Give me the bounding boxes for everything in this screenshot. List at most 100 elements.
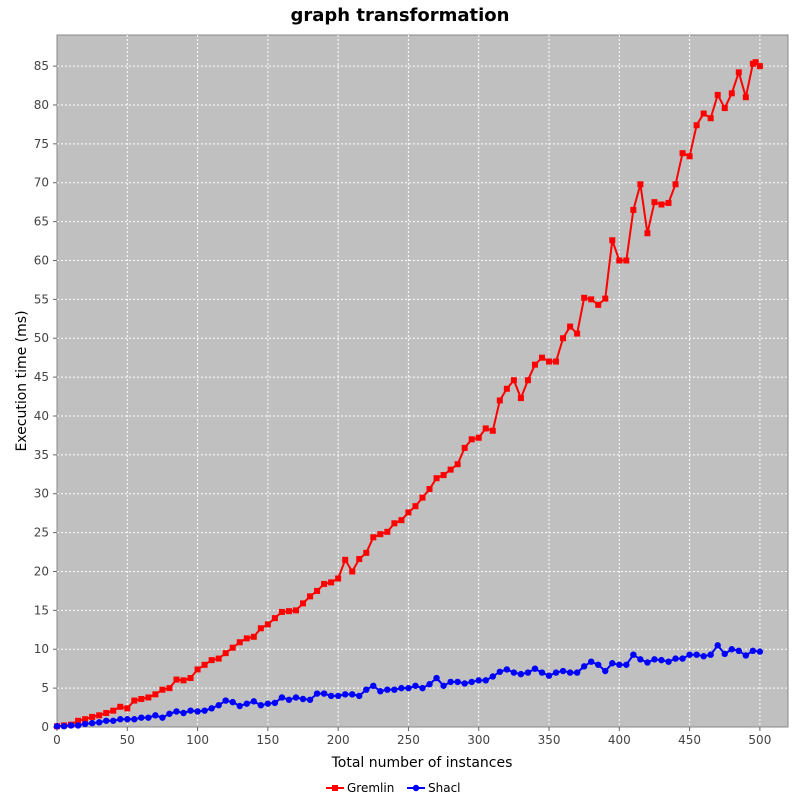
data-point-shacl <box>503 666 511 673</box>
y-tick-label: 30 <box>34 487 49 501</box>
y-tick-label: 65 <box>34 215 49 229</box>
data-point-shacl <box>728 646 735 653</box>
data-point-shacl <box>573 669 581 676</box>
data-point-gremlin <box>194 666 201 673</box>
data-point-shacl <box>152 712 159 719</box>
data-point-shacl <box>257 702 265 709</box>
data-point-gremlin <box>503 385 510 392</box>
data-point-shacl <box>623 661 630 668</box>
data-point-shacl <box>356 692 363 700</box>
legend-marker-shacl <box>412 784 420 792</box>
data-point-shacl <box>651 656 658 663</box>
data-point-gremlin <box>567 323 574 330</box>
data-point-gremlin <box>110 707 117 714</box>
data-point-shacl <box>215 702 222 709</box>
data-point-gremlin <box>370 534 377 541</box>
data-point-shacl <box>222 697 229 704</box>
data-point-gremlin <box>735 69 742 76</box>
data-point-shacl <box>580 663 588 670</box>
data-point-shacl <box>602 667 609 675</box>
data-point-gremlin <box>609 237 616 244</box>
data-point-gremlin <box>700 110 707 117</box>
data-point-shacl <box>644 659 651 666</box>
data-point-shacl <box>117 716 124 723</box>
data-point-shacl <box>426 681 433 688</box>
data-point-shacl <box>243 700 250 707</box>
data-point-shacl <box>658 656 665 664</box>
data-point-shacl <box>679 655 686 662</box>
legend-label-shacl: Shacl <box>428 781 461 795</box>
data-point-gremlin <box>271 615 278 622</box>
y-tick-label: 20 <box>34 564 49 578</box>
y-axis-label: Execution time (ms) <box>14 310 30 451</box>
y-tick-label: 50 <box>34 331 49 345</box>
series-layer <box>53 59 764 730</box>
data-point-gremlin <box>201 661 208 668</box>
data-point-gremlin <box>531 361 538 368</box>
data-point-shacl <box>173 708 180 715</box>
data-point-shacl <box>103 717 110 724</box>
data-point-gremlin <box>461 444 468 451</box>
data-point-gremlin <box>602 295 609 302</box>
data-point-shacl <box>742 652 750 659</box>
data-point-gremlin <box>264 621 271 628</box>
data-point-gremlin <box>314 587 321 594</box>
data-point-gremlin <box>752 59 759 66</box>
data-point-shacl <box>327 692 335 700</box>
legend: Gremlin Shacl <box>326 781 461 795</box>
data-point-gremlin <box>257 625 264 632</box>
data-point-gremlin <box>328 579 335 586</box>
data-point-shacl <box>489 673 496 680</box>
data-point-shacl <box>454 678 461 686</box>
data-point-gremlin <box>405 509 412 516</box>
data-point-gremlin <box>103 710 110 717</box>
data-point-gremlin <box>131 697 138 704</box>
x-tick-label: 350 <box>538 733 561 747</box>
legend-label-gremlin: Gremlin <box>347 781 394 795</box>
y-tick-label: 10 <box>34 642 49 656</box>
data-point-gremlin <box>560 335 567 342</box>
data-point-shacl <box>145 714 152 721</box>
data-point-shacl <box>433 674 440 682</box>
x-axis-label: Total number of instances <box>331 755 513 771</box>
data-point-shacl <box>180 709 187 717</box>
data-point-shacl <box>531 665 539 672</box>
data-point-gremlin <box>475 434 482 441</box>
data-point-shacl <box>686 651 693 658</box>
data-point-shacl <box>74 722 82 729</box>
data-point-gremlin <box>321 580 328 587</box>
y-tick-label: 0 <box>41 720 49 734</box>
data-point-shacl <box>271 699 279 707</box>
data-point-gremlin <box>250 633 257 640</box>
data-point-shacl <box>405 684 412 692</box>
data-point-shacl <box>391 686 398 693</box>
x-tick-label: 0 <box>53 733 61 747</box>
data-point-gremlin <box>117 703 124 710</box>
data-point-shacl <box>285 696 293 703</box>
data-point-gremlin <box>693 122 700 129</box>
data-point-gremlin <box>349 568 356 575</box>
data-point-gremlin <box>553 358 560 365</box>
data-point-gremlin <box>82 716 89 723</box>
data-point-shacl <box>707 651 714 658</box>
data-point-gremlin <box>714 91 721 98</box>
data-point-gremlin <box>75 717 82 724</box>
data-point-gremlin <box>468 436 475 443</box>
data-point-gremlin <box>588 296 595 303</box>
data-point-shacl <box>538 669 546 676</box>
y-tick-label: 70 <box>34 176 49 190</box>
data-point-shacl <box>559 667 567 675</box>
data-point-shacl <box>299 695 307 703</box>
data-point-gremlin <box>630 206 637 213</box>
data-point-gremlin <box>679 150 686 157</box>
data-point-gremlin <box>637 181 644 188</box>
series-shacl <box>53 642 764 730</box>
data-point-shacl <box>67 722 75 729</box>
data-point-shacl <box>496 668 504 675</box>
data-point-gremlin <box>595 301 602 308</box>
legend-marker-gremlin <box>332 785 338 791</box>
data-point-shacl <box>587 658 595 665</box>
data-point-gremlin <box>524 377 531 384</box>
data-point-gremlin <box>278 608 285 615</box>
data-point-gremlin <box>412 503 419 510</box>
